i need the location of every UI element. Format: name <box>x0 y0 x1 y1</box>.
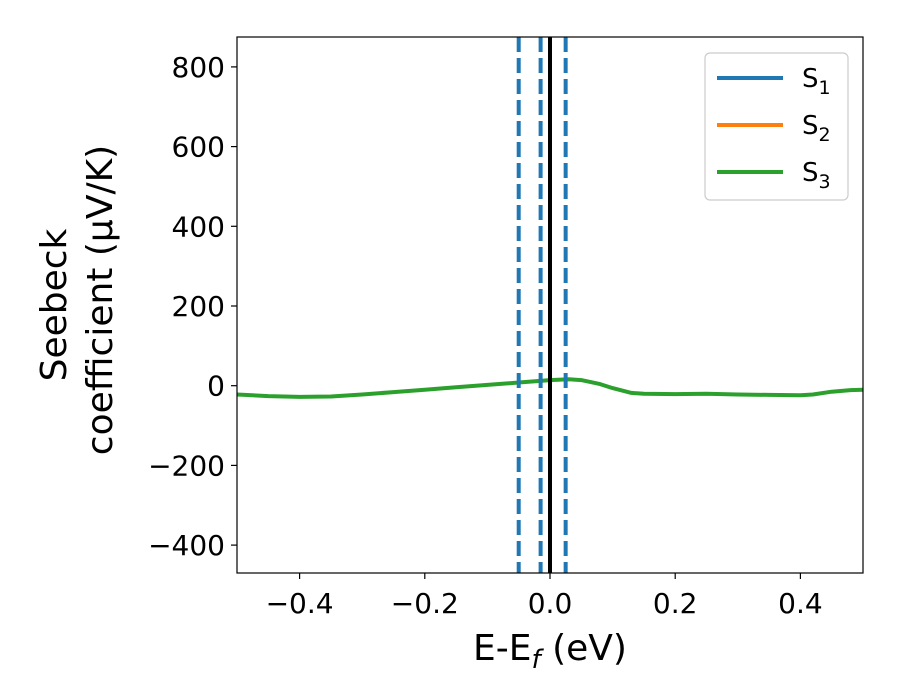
y-axis-label: Seebeck coefficient (μV/K) <box>34 145 121 455</box>
x-tick-label: 0.0 <box>528 587 573 620</box>
x-tick-label: 0.2 <box>653 587 698 620</box>
legend-label-sub: 1 <box>819 77 831 99</box>
legend-label-main: S <box>802 111 819 141</box>
y-tick-label: 400 <box>172 210 225 243</box>
legend-label-s3: S3 <box>802 158 831 193</box>
legend-label-s1: S1 <box>802 64 831 99</box>
y-axis: −400 −200 0 200 400 600 800 <box>148 51 237 562</box>
x-axis-label-suffix: (eV) <box>541 628 627 669</box>
x-tick-label: 0.4 <box>778 587 823 620</box>
y-tick-label: 800 <box>172 51 225 84</box>
y-tick-label: −200 <box>148 449 225 482</box>
x-axis-label: E-Ef (eV) <box>473 628 627 675</box>
legend-label-main: S <box>802 158 819 188</box>
x-axis: −0.4 −0.2 0.0 0.2 0.4 <box>266 573 823 620</box>
legend-label-main: S <box>802 64 819 94</box>
x-tick-label: −0.2 <box>391 587 459 620</box>
legend-label-s2: S2 <box>802 111 831 146</box>
y-tick-label: −400 <box>148 529 225 562</box>
y-axis-label-line1: Seebeck <box>34 228 75 381</box>
x-tick-label: −0.4 <box>266 587 334 620</box>
y-tick-label: 600 <box>172 131 225 164</box>
x-axis-label-main: E-E <box>473 628 531 669</box>
legend-label-sub: 2 <box>819 124 831 146</box>
y-tick-label: 200 <box>172 290 225 323</box>
y-tick-label: 0 <box>207 370 225 403</box>
series-line-s3 <box>237 377 863 399</box>
legend-label-sub: 3 <box>819 171 831 193</box>
plot-area <box>237 377 863 399</box>
y-axis-label-line2: coefficient (μV/K) <box>80 145 121 455</box>
vertical-lines <box>516 37 568 573</box>
